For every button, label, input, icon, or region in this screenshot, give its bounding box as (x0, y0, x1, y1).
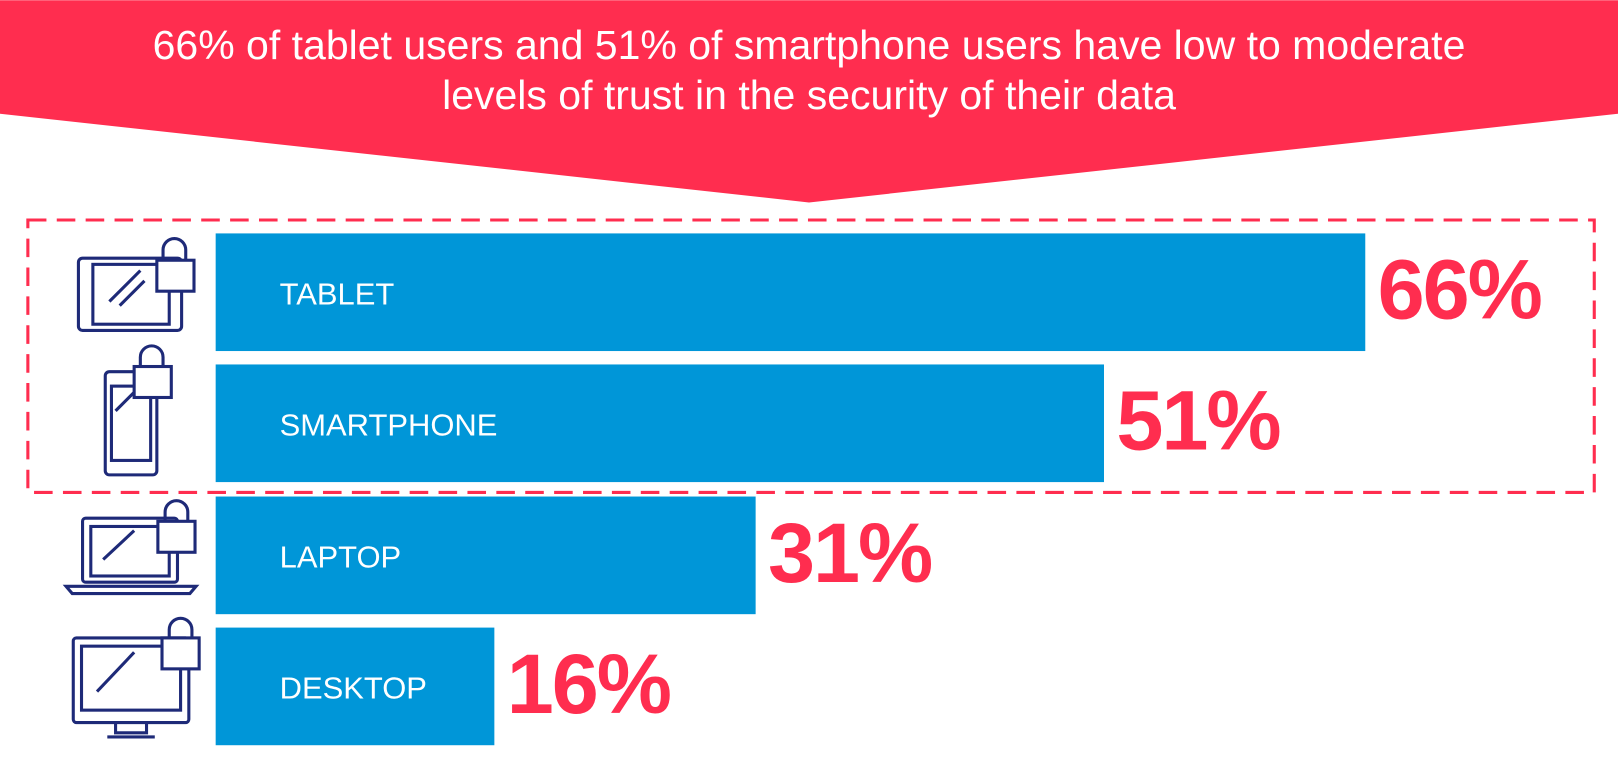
bar (215, 496, 756, 615)
desktop-icon (71, 616, 201, 739)
tablet-icon (76, 237, 196, 332)
chart-title: 66% of tablet users and 51% of smartphon… (152, 22, 1466, 118)
category-label: TABLET (280, 277, 395, 312)
smartphone-icon (103, 344, 173, 477)
bar (215, 233, 1366, 352)
category-label: DESKTOP (280, 671, 427, 706)
value-label: 16% (507, 636, 670, 731)
category-label: SMARTPHONE (280, 408, 498, 443)
category-label: LAPTOP (280, 540, 402, 575)
value-label: 31% (768, 505, 931, 600)
bar (215, 364, 1104, 483)
value-label: 66% (1378, 242, 1541, 337)
laptop-icon (62, 499, 200, 596)
value-label: 51% (1116, 373, 1279, 468)
highlight-box (26, 218, 1596, 494)
title-banner (0, 0, 1618, 203)
bar (215, 627, 495, 746)
